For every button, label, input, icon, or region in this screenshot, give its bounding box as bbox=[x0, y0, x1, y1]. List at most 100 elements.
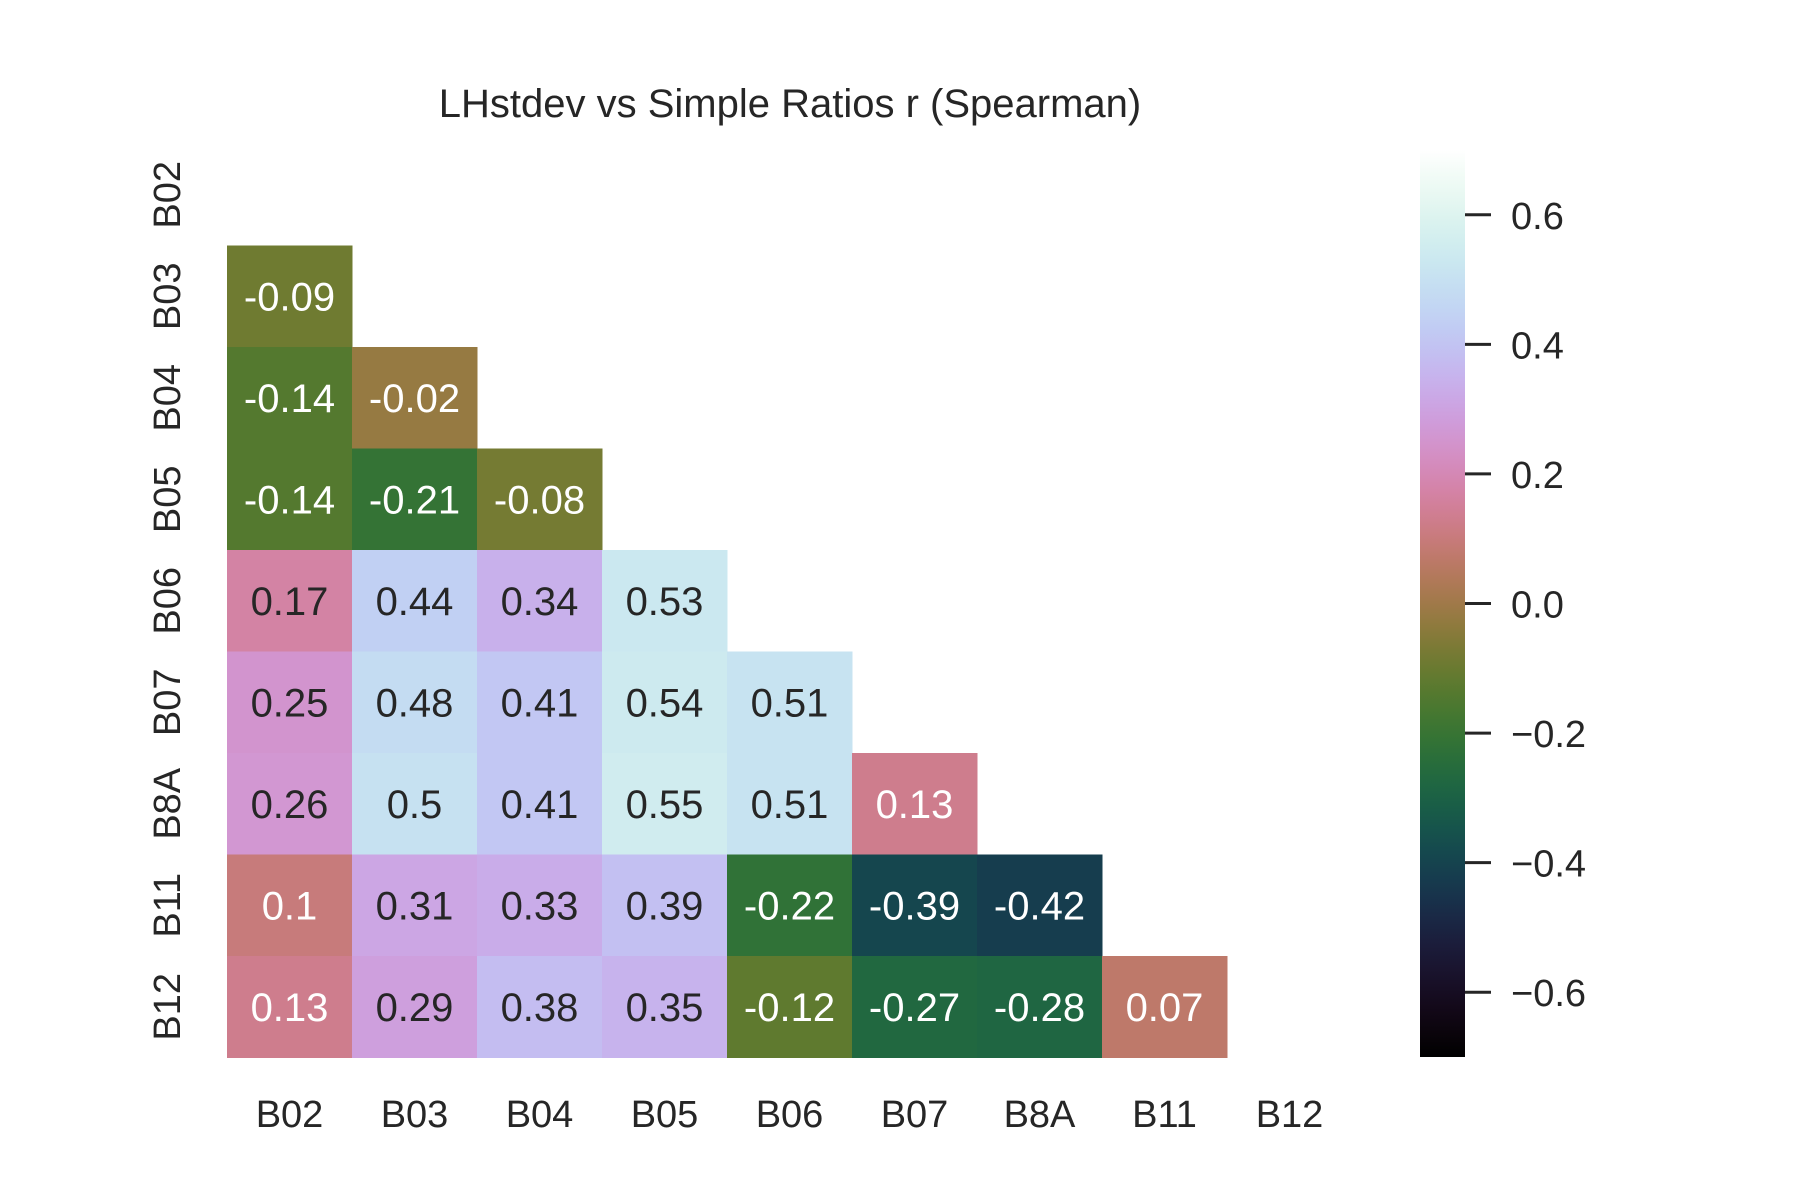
colorbar-tick-label: −0.4 bbox=[1511, 844, 1586, 886]
x-tick-label: B05 bbox=[631, 1094, 699, 1136]
heatmap-cell bbox=[227, 347, 353, 449]
heatmap-cell bbox=[602, 550, 728, 652]
cell-label: 0.44 bbox=[376, 580, 454, 624]
y-tick-label: B06 bbox=[147, 567, 189, 635]
cell-label: 0.26 bbox=[251, 783, 329, 827]
heatmap-cell bbox=[602, 854, 728, 957]
heatmap-cell bbox=[227, 550, 353, 652]
cell-label: 0.1 bbox=[262, 884, 318, 928]
heatmap-cell bbox=[352, 651, 478, 754]
cell-label: -0.09 bbox=[244, 275, 335, 319]
y-tick-label: B11 bbox=[147, 873, 189, 938]
colorbar-tick-label: 0.0 bbox=[1511, 585, 1564, 627]
heatmap-cell bbox=[227, 245, 353, 348]
y-tick-label: B02 bbox=[147, 161, 189, 229]
x-tick-label: B04 bbox=[506, 1094, 574, 1136]
heatmap-cell bbox=[477, 651, 603, 754]
heatmap-cell bbox=[977, 956, 1103, 1058]
heatmap-cells: -0.09 -0.14 -0.02 -0.14 -0.21 -0.08 0.17 0.44 0.… bbox=[227, 245, 1228, 1058]
cell-label: 0.48 bbox=[376, 681, 454, 725]
heatmap-cell bbox=[477, 854, 603, 957]
x-tick-label: B8A bbox=[1004, 1094, 1076, 1136]
cell-label: 0.31 bbox=[376, 884, 454, 928]
cell-label: 0.55 bbox=[626, 783, 704, 827]
x-tick-label: B02 bbox=[256, 1094, 324, 1136]
cell-label: -0.42 bbox=[994, 884, 1085, 928]
heatmap-cell bbox=[477, 550, 603, 652]
y-tick-label: B05 bbox=[147, 465, 189, 533]
colorbar-tick-label: 0.2 bbox=[1511, 455, 1564, 497]
heatmap-cell bbox=[602, 753, 728, 855]
heatmap-cell bbox=[352, 956, 478, 1058]
heatmap-cell bbox=[227, 753, 353, 855]
chart-title: LHstdev vs Simple Ratios r (Spearman) bbox=[439, 82, 1141, 126]
cell-label: 0.51 bbox=[751, 681, 829, 725]
cell-label: -0.28 bbox=[994, 986, 1085, 1030]
cell-label: 0.51 bbox=[751, 783, 829, 827]
cell-label: -0.12 bbox=[744, 986, 835, 1030]
heatmap-cell bbox=[852, 956, 978, 1058]
heatmap-cell bbox=[602, 956, 728, 1058]
y-tick-label: B07 bbox=[147, 668, 189, 736]
colorbar-gradient bbox=[1420, 150, 1465, 1057]
heatmap-cell bbox=[227, 854, 353, 957]
colorbar-tick-label: 0.6 bbox=[1511, 196, 1564, 238]
cell-label: 0.41 bbox=[501, 783, 579, 827]
cell-label: 0.54 bbox=[626, 681, 704, 725]
heatmap-cell bbox=[477, 956, 603, 1058]
cell-label: 0.13 bbox=[251, 986, 329, 1030]
heatmap-cell bbox=[477, 753, 603, 855]
y-tick-label: B03 bbox=[147, 262, 189, 330]
cell-label: -0.14 bbox=[244, 377, 335, 421]
cell-label: 0.13 bbox=[876, 783, 954, 827]
x-tick-label: B03 bbox=[381, 1094, 449, 1136]
colorbar: 0.6 0.4 0.2 0.0 −0.2 −0.4 −0.6 bbox=[1420, 150, 1586, 1057]
x-axis-ticks: B02 B03 B04 B05 B06 B07 B8A B11 B12 bbox=[256, 1094, 1324, 1136]
cell-label: 0.35 bbox=[626, 986, 704, 1030]
heatmap-cell bbox=[352, 448, 478, 551]
colorbar-tick-label: 0.4 bbox=[1511, 325, 1564, 367]
heatmap-cell bbox=[852, 753, 978, 855]
cell-label: -0.39 bbox=[869, 884, 960, 928]
heatmap-cell bbox=[602, 651, 728, 754]
heatmap-cell bbox=[227, 651, 353, 754]
cell-label: 0.5 bbox=[387, 783, 443, 827]
heatmap-cell bbox=[477, 448, 603, 551]
heatmap-cell bbox=[727, 651, 853, 754]
cell-label: 0.33 bbox=[501, 884, 579, 928]
y-tick-label: B04 bbox=[147, 364, 189, 432]
cell-label: 0.41 bbox=[501, 681, 579, 725]
cell-label: 0.38 bbox=[501, 986, 579, 1030]
heatmap-cell bbox=[227, 448, 353, 551]
x-tick-label: B12 bbox=[1256, 1094, 1324, 1136]
cell-label: -0.22 bbox=[744, 884, 835, 928]
x-tick-label: B11 bbox=[1132, 1094, 1197, 1136]
cell-label: -0.08 bbox=[494, 478, 585, 522]
heatmap-cell bbox=[1102, 956, 1228, 1058]
cell-label: -0.27 bbox=[869, 986, 960, 1030]
heatmap-cell bbox=[352, 753, 478, 855]
x-tick-label: B06 bbox=[756, 1094, 824, 1136]
x-tick-label: B07 bbox=[881, 1094, 949, 1136]
cell-label: 0.17 bbox=[251, 580, 329, 624]
colorbar-tick-label: −0.6 bbox=[1511, 973, 1586, 1015]
cell-label: 0.25 bbox=[251, 681, 329, 725]
y-tick-label: B12 bbox=[147, 973, 189, 1041]
cell-label: 0.39 bbox=[626, 884, 704, 928]
cell-label: 0.29 bbox=[376, 986, 454, 1030]
y-axis-ticks: B02 B03 B04 B05 B06 B07 B8A B11 B12 bbox=[147, 161, 189, 1041]
y-tick-label: B8A bbox=[147, 767, 189, 839]
heatmap-cell bbox=[352, 550, 478, 652]
cell-label: 0.34 bbox=[501, 580, 579, 624]
cell-label: -0.14 bbox=[244, 478, 335, 522]
heatmap-cell bbox=[727, 854, 853, 957]
cell-label: -0.21 bbox=[369, 478, 460, 522]
heatmap-cell bbox=[352, 854, 478, 957]
cell-label: -0.02 bbox=[369, 377, 460, 421]
cell-label: 0.53 bbox=[626, 580, 704, 624]
heatmap-cell bbox=[977, 854, 1103, 957]
colorbar-tick-label: −0.2 bbox=[1511, 714, 1586, 756]
cell-label: 0.07 bbox=[1126, 986, 1204, 1030]
heatmap-cell bbox=[852, 854, 978, 957]
